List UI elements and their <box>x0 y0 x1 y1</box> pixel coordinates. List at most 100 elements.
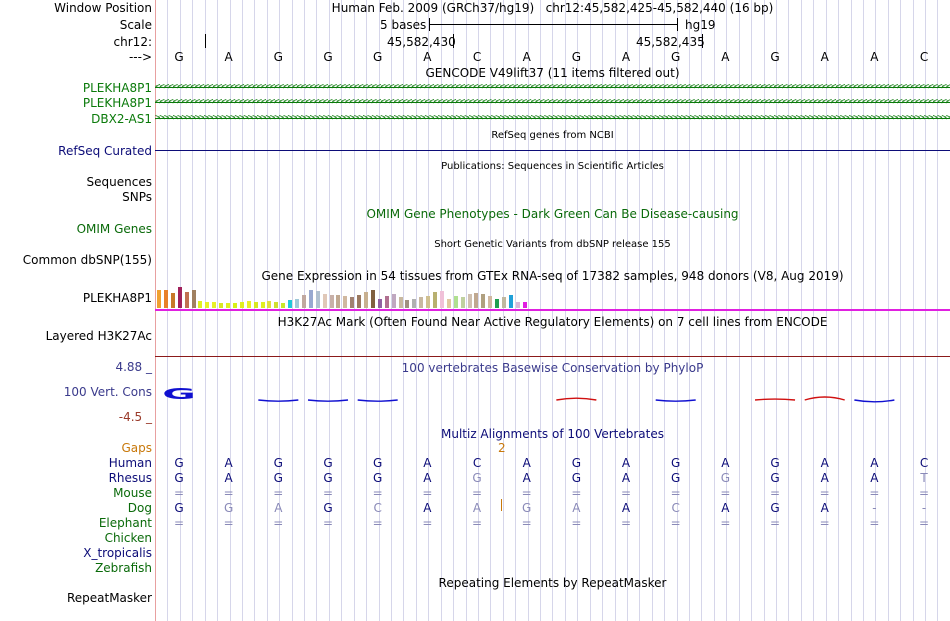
repeatmasker-track-label[interactable]: RepeatMasker <box>66 591 152 605</box>
gtex-tissue-bar[interactable] <box>177 287 182 308</box>
gtex-tissue-bar[interactable] <box>246 301 251 308</box>
multiz-species-row[interactable] <box>155 561 950 575</box>
gtex-tissue-bar[interactable] <box>315 291 320 308</box>
gtex-tissue-bar[interactable] <box>191 290 196 308</box>
multiz-species-row[interactable] <box>155 531 950 545</box>
gtex-tissue-bar[interactable] <box>329 295 334 308</box>
alignment-base: G <box>770 456 780 470</box>
gtex-tissue-bar[interactable] <box>384 296 389 308</box>
publications-snps-label[interactable]: SNPs <box>122 190 152 204</box>
gtex-tissue-bar[interactable] <box>364 292 368 308</box>
refseq-track-label[interactable]: RefSeq Curated <box>58 144 152 158</box>
multiz-species-label[interactable]: Mouse <box>113 486 152 500</box>
gtex-tissue-bar[interactable] <box>198 301 203 308</box>
publications-sequences-label[interactable]: Sequences <box>86 175 152 189</box>
multiz-species-label[interactable]: Zebrafish <box>95 561 152 575</box>
gtex-tissue-bar[interactable] <box>336 295 341 308</box>
gtex-tissue-bar[interactable] <box>391 294 396 308</box>
conservation-mark <box>854 399 895 403</box>
gtex-tissue-bar[interactable] <box>481 294 486 308</box>
multiz-species-row[interactable] <box>155 546 950 560</box>
dog-insertion-marker <box>501 499 502 511</box>
gtex-tissue-bar[interactable] <box>398 297 403 308</box>
gtex-tissue-bar[interactable] <box>357 295 362 308</box>
gtex-tissue-bar[interactable] <box>446 299 451 308</box>
gencode-gene-plekha8p1-b[interactable]: <<<<<<<<<<<<<<<<<<<<<<<<<<<<<<<<<<<<<<<<… <box>155 96 950 110</box>
gtex-tissue-bar[interactable] <box>502 297 506 308</box>
gencode-item-label-3[interactable]: DBX2-AS1 <box>91 112 152 126</box>
gtex-tissue-bar[interactable] <box>405 300 410 308</box>
gtex-tissue-bar[interactable] <box>205 302 210 308</box>
gtex-tissue-bar[interactable] <box>377 299 382 308</box>
omim-track-label[interactable]: OMIM Genes <box>76 222 152 236</box>
gtex-tissue-bar[interactable] <box>370 290 375 308</box>
gtex-tissue-bar[interactable] <box>453 296 458 308</box>
gencode-gene-dbx2-as1[interactable]: >>>>>>>>>>>>>>>>>>>>>>>>>>>>>>>>>>>>>>>>… <box>155 112 950 126</box>
strand-label: ---> <box>128 50 152 64</box>
gtex-tissue-bar[interactable] <box>467 294 472 308</box>
gencode-item-label-1[interactable]: PLEKHA8P1 <box>82 81 152 95</box>
gtex-tissue-bar[interactable] <box>267 301 272 308</box>
gtex-tissue-bar[interactable] <box>295 299 299 308</box>
gtex-tissue-bar[interactable] <box>412 299 417 308</box>
alignment-base: = <box>869 486 880 500</box>
gtex-tissue-bar[interactable] <box>226 303 230 308</box>
gtex-tissue-bar[interactable] <box>433 292 437 308</box>
h3k27ac-track-title: H3K27Ac Mark (Often Found Near Active Re… <box>277 315 828 329</box>
gtex-tissue-bar[interactable] <box>322 294 327 308</box>
gtex-tissue-bar[interactable] <box>239 302 244 308</box>
gtex-tissue-bar[interactable] <box>515 302 520 308</box>
gtex-tissue-bar[interactable] <box>253 302 258 308</box>
gencode-gene-plekha8p1-a[interactable]: <<<<<<<<<<<<<<<<<<<<<<<<<<<<<<<<<<<<<<<<… <box>155 81 950 95</box>
gtex-expression-bars[interactable] <box>155 284 555 308</box>
gtex-tissue-bar[interactable] <box>184 292 189 308</box>
gtex-tissue-bar[interactable] <box>488 296 493 308</box>
gtex-tissue-bar[interactable] <box>308 290 313 308</box>
gtex-tissue-bar[interactable] <box>157 290 161 308</box>
gtex-gene-label[interactable]: PLEKHA8P1 <box>82 291 152 305</box>
alignment-base: A <box>820 501 829 515</box>
gtex-tissue-bar[interactable] <box>163 290 168 308</box>
gtex-tissue-bar[interactable] <box>439 291 444 308</box>
conservation-track-label[interactable]: 100 Vert. Cons <box>63 385 152 399</box>
gtex-tissue-bar[interactable] <box>460 297 465 308</box>
multiz-species-label[interactable]: Chicken <box>104 531 152 545</box>
gtex-tissue-bar[interactable] <box>260 302 265 308</box>
gtex-tissue-bar[interactable] <box>301 295 306 308</box>
multiz-species-label[interactable]: Elephant <box>98 516 152 530</box>
gtex-tissue-bar[interactable] <box>232 303 237 308</box>
gtex-tissue-bar[interactable] <box>212 302 217 308</box>
gtex-tissue-bar[interactable] <box>474 293 479 308</box>
gtex-tissue-bar[interactable] <box>522 302 527 308</box>
h3k27ac-signal-line[interactable] <box>155 356 950 357</box>
multiz-species-label[interactable]: Human <box>108 456 152 470</box>
gtex-tissue-bar[interactable] <box>495 299 500 308</box>
gtex-tissue-bar[interactable] <box>350 297 355 308</box>
multiz-species-label[interactable]: Rhesus <box>108 471 152 485</box>
gtex-tissue-bar[interactable] <box>170 293 175 308</box>
refseq-gene-line[interactable] <box>155 150 950 151</box>
gtex-tissue-bar[interactable] <box>288 300 293 308</box>
conservation-logo-area[interactable]: G <box>155 380 950 410</box>
multiz-species-label[interactable]: X_tropicalis <box>83 546 152 560</box>
multiz-species-row[interactable]: = = = = = = = = = = = = = = = = <box>155 486 950 500</box>
dbsnp-track-label[interactable]: Common dbSNP(155) <box>22 253 152 267</box>
ruler-coord-1: 45,582,430 <box>387 35 456 49</box>
h3k27ac-track-label[interactable]: Layered H3K27Ac <box>45 329 152 343</box>
multiz-species-row[interactable]: = = = = = = = = = = = = = = = = <box>155 516 950 530</box>
gtex-tissue-bar[interactable] <box>426 296 431 308</box>
multiz-species-label[interactable]: Dog <box>127 501 152 515</box>
gtex-tissue-bar[interactable] <box>419 297 424 308</box>
gtex-tissue-bar[interactable] <box>508 295 513 308</box>
gtex-tissue-bar[interactable] <box>219 303 224 308</box>
gtex-tissue-bar[interactable] <box>281 303 286 308</box>
gtex-tissue-bar[interactable] <box>274 302 279 308</box>
alignment-base: G <box>373 471 383 485</box>
gencode-item-label-2[interactable]: PLEKHA8P1 <box>82 96 152 110</box>
gtex-tissue-bar[interactable] <box>343 296 348 308</box>
alignment-base: G <box>571 456 582 470</box>
